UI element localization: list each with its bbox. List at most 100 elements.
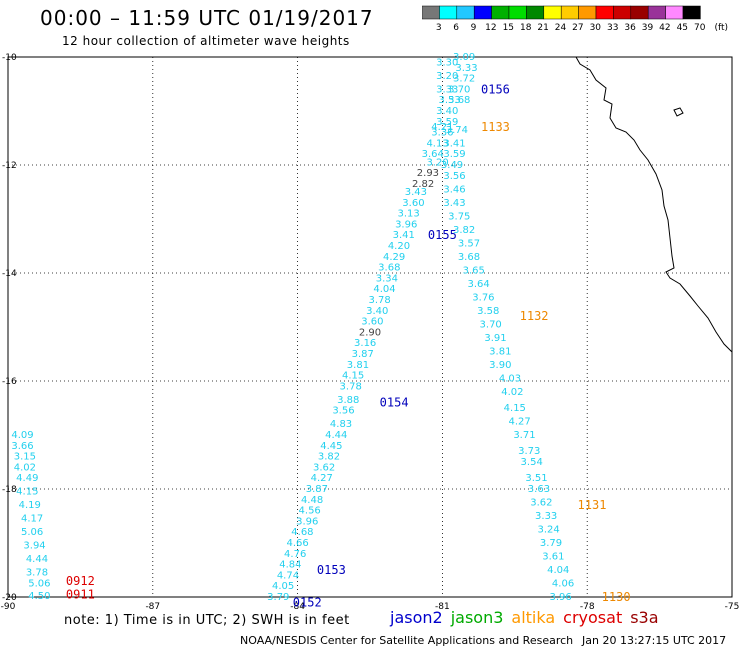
wave-height-value: 3.43 [443,198,465,209]
wave-height-value: 3.88 [337,395,359,406]
pass-time-label: 0152 [293,595,322,609]
wave-height-value: 4.45 [320,441,342,452]
wave-height-value: 3.66 [11,441,33,452]
pass-time-label: 1130 [602,590,631,604]
wave-height-value: 4.76 [284,549,306,560]
wave-height-value: 4.20 [388,241,410,252]
wave-height-value: 4.29 [383,252,405,263]
wave-height-value: 3.82 [318,452,340,463]
wave-height-value: 3.54 [521,457,543,468]
wave-height-value: 3.78 [26,568,48,579]
lake-titicaca-outline [673,107,684,117]
wave-height-value: 3.71 [513,430,535,441]
wave-height-value: 4.04 [547,565,569,576]
wave-height-value: 3.34 [376,273,398,284]
wave-height-value: 4.15 [342,371,364,382]
generation-timestamp: Jan 20 13:27:15 UTC 2017 [582,634,727,647]
wave-height-value: 3.58 [477,306,499,317]
wave-height-value: 4.15 [504,403,526,414]
wave-height-value: 4.02 [501,387,523,398]
wave-height-value: 3.40 [366,306,388,317]
wave-height-value: 3.41 [443,138,465,149]
wave-height-value: 4.74 [277,570,299,581]
wave-height-value: 4.09 [11,430,33,441]
wave-height-value: 3.60 [361,317,383,328]
scale-tick-label: 15 [503,23,514,32]
wave-height-value: 3.68 [458,252,480,263]
wave-height-value: 4.21 [431,122,453,133]
wave-height-value: 3.09 [453,52,475,63]
satellite-legend: jason2 jason3 altika cryosat s3a [390,608,667,627]
latitude-label: -16 [2,377,17,387]
wave-height-value: 3.40 [436,106,458,117]
wave-height-value: 3.81 [489,346,511,357]
wave-height-value: 3.64 [467,279,489,290]
pass-time-label: 1133 [481,120,510,134]
wave-height-value: 4.17 [21,514,43,525]
wave-height-value: 3.16 [354,338,376,349]
wave-height-value: 3.53 [439,95,461,106]
wave-height-value: 3.73 [518,446,540,457]
pass-time-label: 0912 [66,574,95,588]
latitude-label: -14 [2,269,17,279]
wave-height-value: 3.61 [542,552,564,563]
wave-height-value: 4.02 [14,462,36,473]
wave-height-value: 4.50 [28,591,50,602]
wave-height-value: 3.96 [296,516,318,527]
wave-height-value: 3.59 [443,149,465,160]
scale-tick-label: 18 [520,23,532,32]
wave-height-value: 3.78 [340,381,362,392]
credit-line: NOAA/NESDIS Center for Satellite Applica… [240,634,574,647]
scale-tick-label: 45 [677,23,688,32]
wave-height-value: 4.06 [552,579,574,590]
wave-height-value: 3.56 [332,406,354,417]
longitude-label: -84 [290,602,305,612]
map-subtitle: 12 hour collection of altimeter wave hei… [62,34,350,48]
longitude-label: -87 [145,602,160,612]
scale-tick-label: 12 [485,23,496,32]
wave-height-value: 4.68 [291,527,313,538]
wave-height-value: 3.30 [436,57,458,68]
pass-time-label: 0911 [66,587,95,601]
wave-height-value: 3.24 [537,525,559,536]
scale-tick-label: 24 [555,23,567,32]
longitude-label: -78 [580,602,595,612]
wave-height-value: 4.15 [16,487,38,498]
scale-tick-label: 6 [453,23,459,32]
scale-tick-label: 36 [624,23,636,32]
wave-height-value: 4.05 [272,581,294,592]
wave-height-value: 3.68 [378,263,400,274]
scale-tick-label: 42 [659,23,670,32]
wave-height-value: 3.15 [14,452,36,463]
wave-height-value: 4.84 [279,560,301,571]
wave-height-value: 3.96 [395,219,417,230]
wave-height-value: 3.36 [431,128,453,139]
wave-height-value: 3.60 [402,198,424,209]
longitude-label: -81 [435,602,450,612]
scale-tick-label: 70 [694,23,706,32]
wave-height-value: 3.68 [448,95,470,106]
wave-height-value: 5.06 [28,579,50,590]
wave-height-value: 2.82 [412,179,434,190]
wave-height-value: 4.66 [286,538,308,549]
scale-tick-label: 33 [607,23,618,32]
wave-height-value: 3.57 [458,238,480,249]
latitude-label: -12 [2,161,17,171]
scale-tick-label: 39 [642,23,654,32]
wave-height-value: 3.94 [23,541,45,552]
wave-height-value: 3.59 [436,117,458,128]
wave-height-value: 3.49 [441,160,463,171]
wave-height-value: 4.83 [330,419,352,430]
wave-height-value: 3.76 [472,292,494,303]
wave-height-value: 3.79 [540,538,562,549]
wave-height-value: 3.43 [405,187,427,198]
wave-height-value: 3.90 [489,360,511,371]
wave-height-value: 3.63 [528,484,550,495]
wave-height-value: 3.64 [422,149,444,160]
scale-tick-label: 3 [436,23,442,32]
wave-height-value: 4.13 [426,138,448,149]
wave-height-value: 2.90 [359,327,381,338]
wave-height-value: 3.87 [352,349,374,360]
scale-tick-label: 27 [572,23,583,32]
